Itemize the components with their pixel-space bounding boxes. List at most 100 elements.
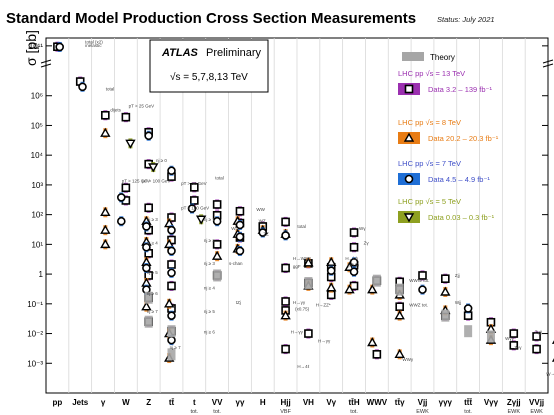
category-sublabel: tot.: [464, 409, 472, 415]
legend: ATLAS Preliminary √s = 5,7,8,13 TeV Theory L…: [149, 39, 499, 223]
axis-break-left: [40, 59, 52, 68]
data-point: [349, 228, 359, 237]
y-tick-label: 10⁶: [31, 92, 43, 101]
category-sublabel: EWK: [508, 409, 521, 415]
category-label: WWV: [367, 398, 388, 407]
annotation-label: nj ≥ 4: [204, 286, 215, 291]
data-point: [144, 203, 153, 213]
annotation-label: Zjj: [455, 273, 460, 278]
data-point: [167, 213, 176, 222]
category-label: W: [122, 398, 130, 407]
legend-data-label: Data 3.2 – 139 fb⁻¹: [428, 85, 493, 94]
data-point: [101, 110, 110, 120]
data-point: [418, 285, 427, 294]
category-label: H: [260, 398, 266, 407]
data-point: [100, 238, 111, 249]
legend-marker: [404, 174, 414, 184]
annotation-label: total: [215, 176, 224, 181]
data-point: [509, 329, 519, 338]
annotation-label: ZZ: [263, 231, 269, 236]
annotation-label: inelastic: [85, 43, 102, 48]
annotation-label: pT > 100 GeV: [142, 179, 170, 184]
preliminary-label: Preliminary: [206, 47, 262, 59]
legend-data-label: Data 0.03 – 0.3 fb⁻¹: [428, 213, 495, 222]
data-point: [144, 131, 153, 141]
data-point: [258, 228, 268, 237]
annotation-label: Wγ: [359, 226, 366, 231]
data-point: [394, 310, 405, 320]
data-point: [349, 267, 359, 277]
annotation-label: WWZ tot.: [409, 303, 428, 308]
y-tick-label: 1: [39, 270, 44, 279]
theory-band: [372, 274, 381, 287]
theory-band: [213, 269, 222, 282]
data-point: [212, 200, 222, 209]
category-label: Vγ: [326, 398, 336, 407]
data-point: [372, 350, 382, 359]
data-point: [440, 286, 451, 296]
category-label: γ: [101, 398, 106, 407]
legend-heading: LHC pp √s = 7 TeV: [398, 159, 461, 168]
data-point: [190, 183, 199, 192]
data-point: [532, 332, 541, 341]
data-point: [190, 196, 199, 205]
data-point: [167, 260, 176, 269]
data-point: [367, 284, 378, 294]
data-point: [142, 263, 151, 273]
data-point: [117, 216, 126, 226]
category-label: tt̄: [169, 398, 175, 407]
data-point: [326, 282, 337, 292]
data-point: [281, 297, 290, 306]
category-sublabel: tot.: [213, 409, 221, 415]
data-point: [418, 271, 427, 280]
category-label: Zγjj: [507, 398, 521, 407]
annotation-label: H→γγ: [318, 338, 331, 343]
category-label: VVjj: [529, 398, 544, 407]
data-point: [167, 268, 176, 278]
legend-marker: [403, 132, 415, 142]
data-point: [394, 348, 405, 359]
data-point: [164, 298, 175, 308]
annotation-label: tZj: [236, 300, 241, 305]
annotation-label: WWW tot.: [409, 278, 429, 283]
annotation-label: H→γγ: [291, 330, 304, 335]
data-point: [167, 246, 176, 256]
annotation-label: Wγγ: [505, 336, 514, 341]
y-tick-label: 10¹: [31, 240, 43, 249]
category-sublabel: tot.: [350, 409, 358, 415]
y-tick-label: 10³: [31, 181, 43, 190]
annotation-label: pT > 30 GeV: [181, 181, 207, 186]
y-tick-label: 10¹¹: [29, 42, 44, 51]
category-label: γγ: [236, 398, 245, 407]
data-point: [281, 217, 290, 227]
annotation-label: WZ: [259, 218, 266, 223]
category-label: t: [193, 398, 196, 407]
annotation-label: H→bb: [345, 256, 358, 261]
data-point: [281, 344, 290, 354]
theory-swatch: [402, 52, 424, 61]
category-label: Vjj: [418, 398, 428, 407]
annotation-label: (x0.75): [295, 306, 310, 311]
data-point: [281, 231, 290, 240]
annotation-label: nj ≥ 2: [204, 238, 215, 243]
category-label: Hjj: [280, 398, 290, 407]
data-point: [235, 246, 245, 256]
category-label: Vγγ: [484, 398, 499, 407]
annotation-label: pT > 25 GeV: [129, 104, 155, 109]
legend-data-label: Data 20.2 – 20.3 fb⁻¹: [428, 134, 499, 143]
annotation-label: s-chan: [229, 261, 243, 266]
annotation-label: Zγjj: [535, 330, 542, 335]
theory-band: [486, 330, 495, 343]
annotation-label: nj ≥ 7: [147, 309, 158, 314]
y-tick-label: 10⁻³: [27, 359, 43, 368]
data-point: [212, 216, 222, 226]
annotation-label: total: [297, 224, 306, 229]
annotation-label: H→WW*: [293, 256, 311, 261]
data-point: [121, 112, 131, 122]
data-point: [349, 257, 359, 267]
category-label: γγγ: [439, 398, 453, 407]
category-sublabel: EWK: [416, 409, 429, 415]
theory-band: [144, 315, 153, 328]
category-label: pp: [53, 398, 63, 407]
